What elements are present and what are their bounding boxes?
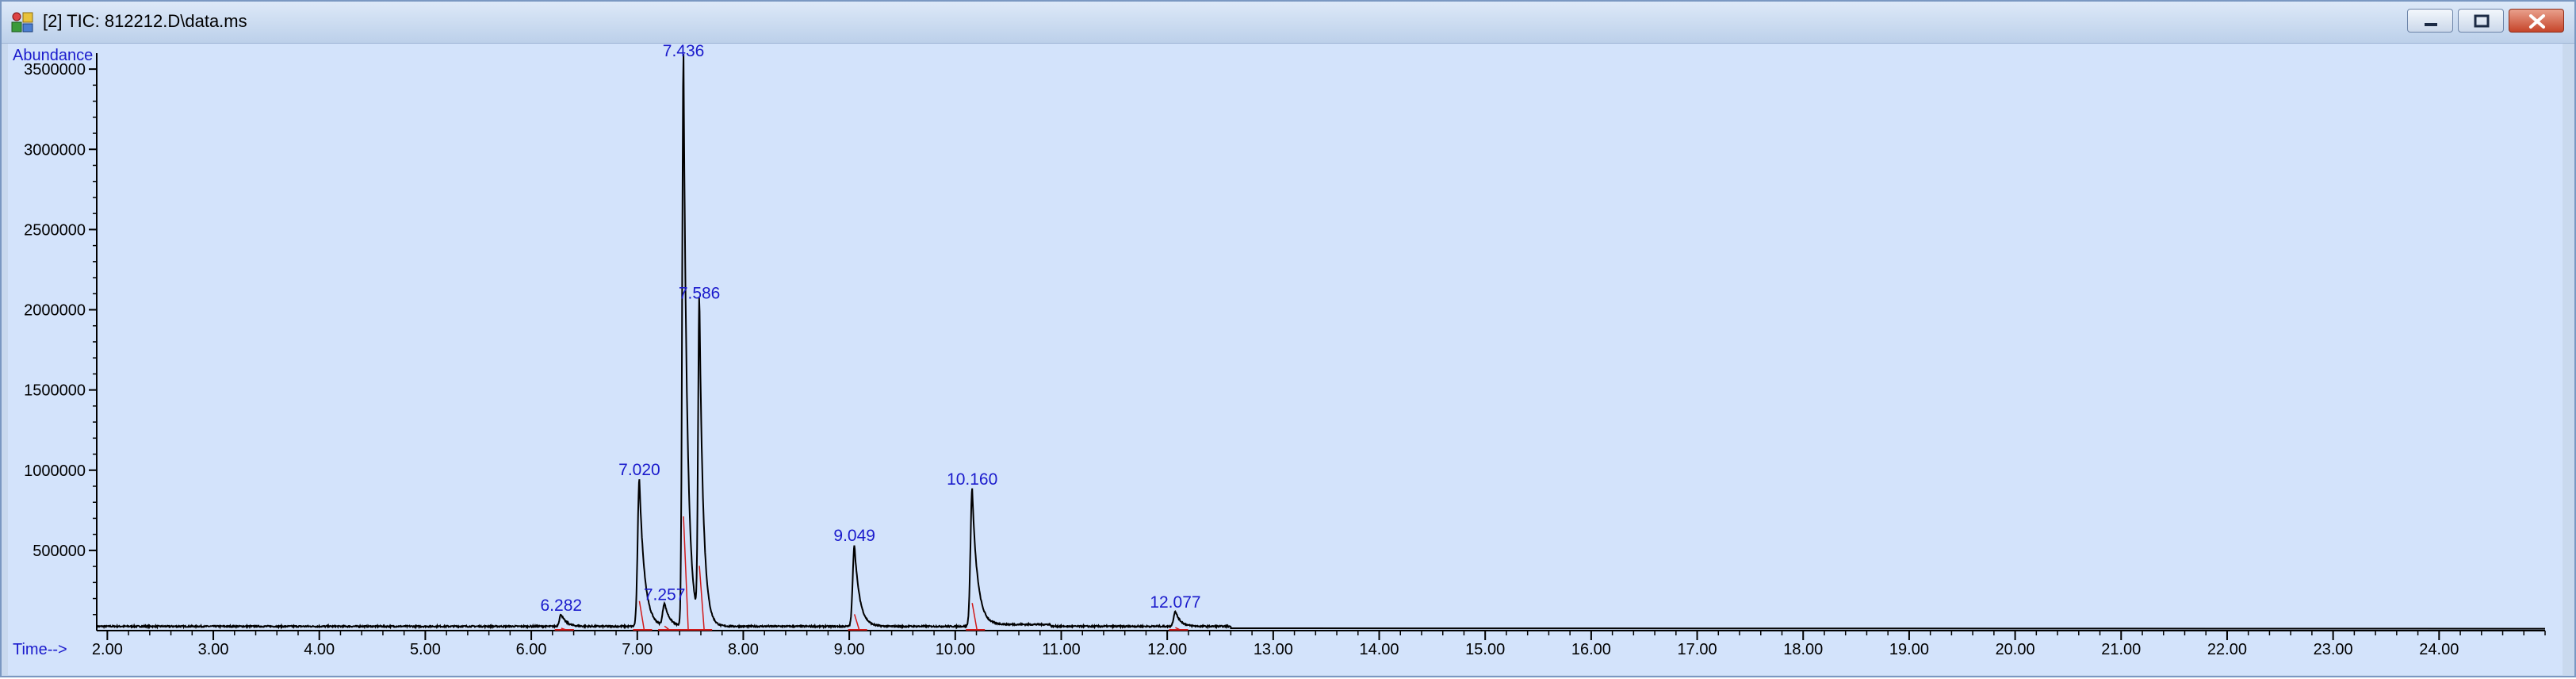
peak-integration-mark <box>664 625 670 631</box>
tic-trace <box>96 54 2546 630</box>
peak-integration-mark <box>638 600 645 631</box>
y-tick-label: 2000000 <box>24 302 86 320</box>
x-tick-label: 23.00 <box>2314 641 2353 658</box>
x-tick-label: 9.00 <box>834 641 865 658</box>
x-tick-label: 19.00 <box>1889 641 1929 658</box>
peak-label: 9.049 <box>833 527 875 545</box>
x-axis-label: Time--> <box>13 641 67 658</box>
integration-baselines <box>554 516 1188 631</box>
y-axis-label: Abundance <box>13 47 93 64</box>
peak-integration-mark <box>561 627 567 631</box>
y-tick-label: 2500000 <box>24 221 86 239</box>
peak-integration-mark <box>1175 627 1181 631</box>
x-tick-label: 24.00 <box>2419 641 2459 658</box>
x-tick-label: 17.00 <box>1678 641 1717 658</box>
peak-labels: 6.282 7.020 7.257 7.436 7.586 9.049 10.160 12.0… <box>541 42 1201 615</box>
minimize-button[interactable] <box>2407 9 2453 33</box>
x-tick-label: 2.00 <box>92 641 123 658</box>
x-tick-label: 16.00 <box>1571 641 1611 658</box>
y-tick-label: 3500000 <box>24 61 86 79</box>
restore-button[interactable] <box>2458 9 2504 33</box>
peak-integration-mark <box>853 614 860 631</box>
chromatogram-chart: 2.00 3.00 4.00 5.00 6.00 7.00 8.00 9.00 10.00 11.… <box>13 42 2546 658</box>
x-tick-label: 20.00 <box>1996 641 2035 658</box>
window-title: [2] TIC: 812212.D\data.ms <box>43 11 247 31</box>
x-tick-label: 18.00 <box>1783 641 1823 658</box>
chromatogram-app-icon <box>11 12 33 33</box>
x-tick-label: 6.00 <box>516 641 547 658</box>
y-tick-label: 3000000 <box>24 141 86 159</box>
x-tick-label: 4.00 <box>304 641 335 658</box>
close-button[interactable] <box>2509 9 2564 33</box>
title-bar[interactable]: [2] TIC: 812212.D\data.ms <box>2 2 2574 44</box>
x-tick-label: 21.00 <box>2101 641 2141 658</box>
close-icon <box>2529 14 2545 29</box>
y-tick-label: 500000 <box>33 543 86 560</box>
peak-label: 7.586 <box>679 284 721 302</box>
peak-integration-mark <box>971 603 978 631</box>
peak-label: 10.160 <box>947 470 997 489</box>
x-tick-label: 10.00 <box>936 641 975 658</box>
x-tick-label: 22.00 <box>2207 641 2247 658</box>
x-tick-label: 15.00 <box>1465 641 1505 658</box>
y-tick-label: 1500000 <box>24 382 86 400</box>
restore-icon <box>2474 14 2490 28</box>
right-border <box>2563 44 2574 675</box>
x-tick-label: 12.00 <box>1147 641 1187 658</box>
peak-label: 6.282 <box>541 597 583 615</box>
x-tick-label: 7.00 <box>622 641 653 658</box>
peak-label: 12.077 <box>1150 593 1200 612</box>
axes: 2.00 3.00 4.00 5.00 6.00 7.00 8.00 9.00 10.00 11.… <box>24 53 2546 658</box>
x-tick-label: 11.00 <box>1042 641 1081 658</box>
x-tick-label: 8.00 <box>728 641 759 658</box>
peak-label: 7.436 <box>663 44 705 60</box>
x-tick-label: 3.00 <box>198 641 229 658</box>
peak-label: 7.020 <box>618 461 660 479</box>
x-tick-label: 14.00 <box>1359 641 1399 658</box>
x-tick-label: 5.00 <box>410 641 441 658</box>
minimize-icon <box>2425 23 2437 26</box>
x-tick-label: 13.00 <box>1254 641 1293 658</box>
peak-label: 7.257 <box>644 586 686 604</box>
peak-integration-mark <box>699 566 705 631</box>
plot-area[interactable]: 2.00 3.00 4.00 5.00 6.00 7.00 8.00 9.00 10.00 11.… <box>8 42 2563 675</box>
peak-integration-mark <box>683 516 689 631</box>
y-tick-label: 1000000 <box>24 462 86 480</box>
